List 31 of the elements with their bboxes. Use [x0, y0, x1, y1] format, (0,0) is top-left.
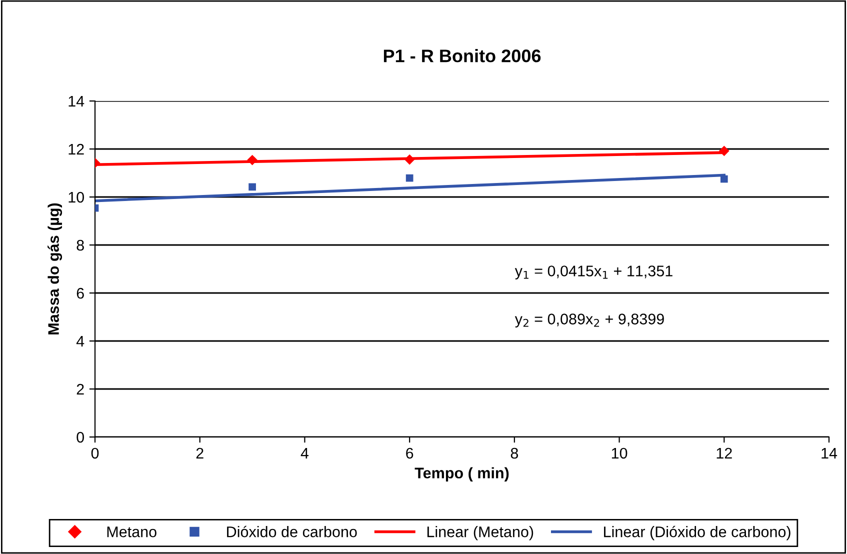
point	[718, 146, 730, 156]
y-tick-label: 6	[76, 288, 84, 299]
annotation: y$_{1}$ = 0,0415x$_{1}$ + 11,351	[514, 266, 672, 280]
y-tick-label: 2	[76, 384, 84, 395]
y-axis-title: Massa do gás (µg)	[48, 203, 62, 334]
point	[248, 183, 256, 191]
x-tick-label: 8	[510, 448, 518, 459]
point	[247, 154, 258, 166]
point	[720, 175, 728, 183]
legend-label: Dióxido de carbono	[227, 526, 357, 538]
x-tick-label: 14	[822, 448, 838, 458]
point	[406, 174, 414, 182]
y-tick-label: 8	[76, 240, 84, 251]
annotation: y$_{2}$ = 0,089x$_{2}$ + 9,8399	[514, 314, 664, 328]
point	[404, 154, 415, 165]
x-tick-label: 2	[196, 448, 204, 458]
x-tick-label: 12	[716, 448, 732, 458]
x-tick-label: 4	[300, 448, 309, 458]
chart-title: P1 - R Bonito 2006	[384, 49, 541, 62]
y-tick-label: 14	[68, 96, 84, 107]
x-axis-title: Tempo ( min)	[414, 467, 509, 482]
x-tick-label: 6	[406, 448, 414, 459]
x-tick-label: 0	[91, 448, 99, 459]
legend-label: Linear (Metano)	[427, 526, 534, 540]
y-tick-label: 0	[76, 432, 84, 443]
y-tick-label: 10	[68, 192, 84, 203]
legend-label: Metano	[107, 526, 156, 538]
legend-label: Linear (Dióxido de carbono)	[604, 526, 790, 540]
y-tick-label: 4	[76, 336, 84, 347]
x-tick-label: 10	[612, 448, 628, 459]
y-tick-label: 12	[68, 144, 84, 155]
